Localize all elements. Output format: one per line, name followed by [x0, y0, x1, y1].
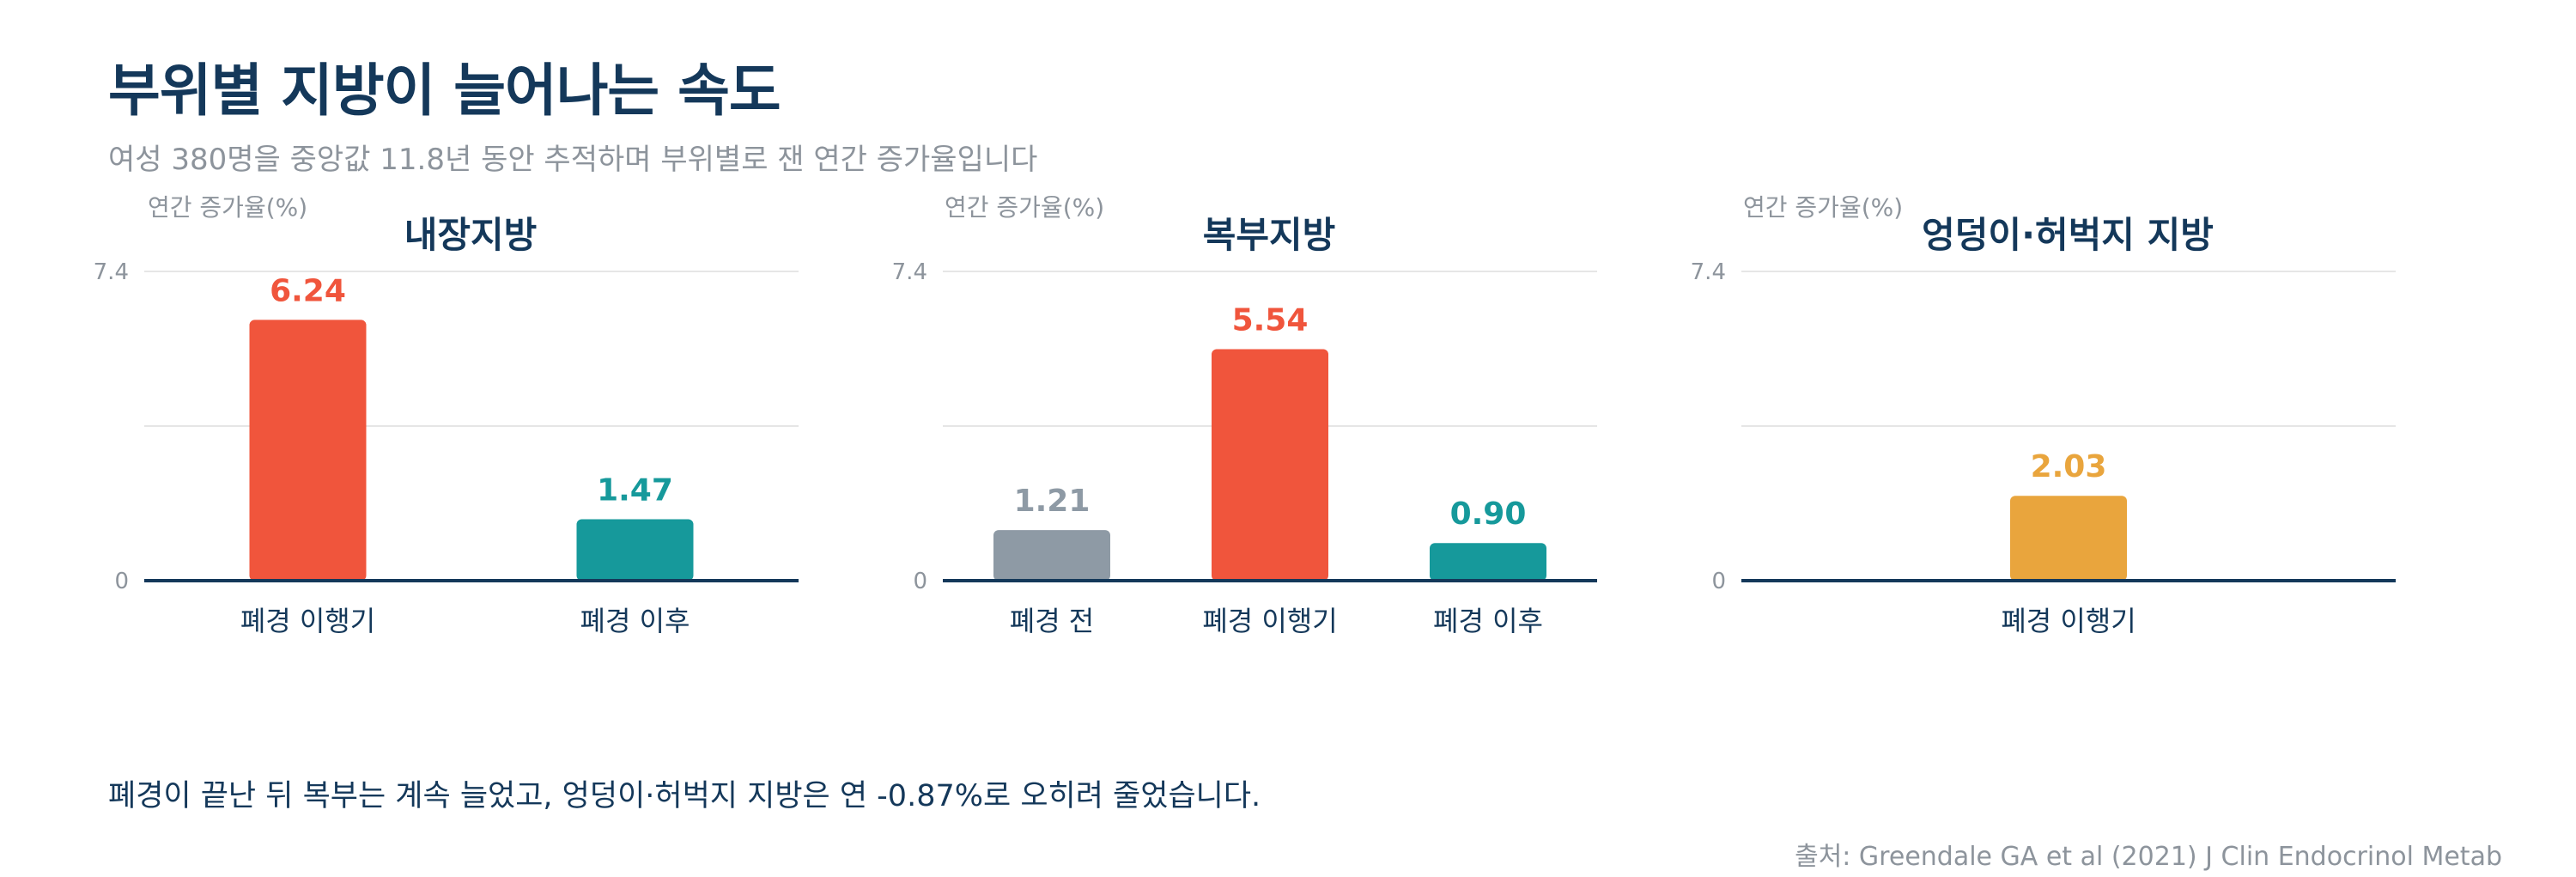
bar-value-label: 2.03 — [2031, 449, 2107, 484]
bar — [2010, 496, 2127, 581]
y-tick-label: 0 — [913, 569, 927, 594]
bar-chart-hip-thigh-fat: 0 7.4 2.03 폐경 이행기 — [1691, 259, 2396, 637]
y-axis-label: 연간 증가율(%) — [148, 193, 308, 222]
y-tick-label: 7.4 — [892, 259, 927, 285]
x-tick-label: 폐경 이후 — [580, 605, 690, 637]
bar-value-label: 5.54 — [1232, 302, 1309, 338]
y-tick-label: 0 — [1711, 569, 1726, 594]
x-tick-label: 폐경 전 — [1010, 605, 1095, 637]
bar-value-label: 1.47 — [597, 472, 673, 508]
y-tick-label: 7.4 — [94, 259, 129, 285]
bar-value-label: 6.24 — [270, 273, 346, 308]
x-tick-label: 폐경 이후 — [1433, 605, 1543, 637]
bar — [1212, 349, 1328, 581]
source-citation: 출처: Greendale GA et al (2021) J Clin End… — [1795, 842, 2502, 872]
page-title: 부위별 지방이 늘어나는 속도 — [108, 58, 781, 124]
page-subtitle: 여성 380명을 중앙값 11.8년 동안 추적하며 부위별로 잰 연간 증가율… — [108, 143, 1038, 177]
chart-panel-hip-thigh-fat: 연간 증가율(%) 엉덩이·허벅지 지방 0 7.4 2.03 폐경 이행기 — [1683, 180, 2421, 661]
bar — [993, 530, 1110, 581]
bar-chart-visceral-fat: 0 7.4 6.24 폐경 이행기 1.47 폐경 이후 — [94, 259, 799, 637]
x-tick-label: 폐경 이행기 — [240, 605, 375, 637]
bar — [576, 519, 694, 581]
y-tick-label: 7.4 — [1691, 259, 1726, 285]
x-tick-label: 폐경 이행기 — [1202, 605, 1337, 637]
y-tick-label: 0 — [114, 569, 129, 594]
chart-panel-visceral-fat: 연간 증가율(%) 내장지방 0 7.4 6.24 폐경 이행기 1.47 폐경 이후 — [86, 180, 824, 661]
x-tick-label: 폐경 이행기 — [2001, 605, 2136, 637]
y-axis-label: 연간 증가율(%) — [945, 193, 1105, 222]
chart-panel-abdominal-fat: 연간 증가율(%) 복부지방 0 7.4 1.21 폐경 전 5.54 폐경 이행기 0.9… — [884, 180, 1623, 661]
panel-title: 내장지방 — [404, 214, 538, 256]
panel-title: 엉덩이·허벅지 지방 — [1922, 214, 2214, 256]
panel-title: 복부지방 — [1202, 214, 1336, 256]
footnote: 폐경이 끝난 뒤 복부는 계속 늘었고, 엉덩이·허벅지 지방은 연 -0.87… — [108, 779, 1261, 813]
bar-value-label: 1.21 — [1014, 484, 1091, 519]
bar-chart-abdominal-fat: 0 7.4 1.21 폐경 전 5.54 폐경 이행기 0.90 폐경 이후 — [892, 259, 1597, 637]
bar — [249, 320, 367, 581]
bar — [1430, 543, 1546, 581]
bar-value-label: 0.90 — [1450, 496, 1527, 532]
y-axis-label: 연간 증가율(%) — [1743, 193, 1904, 222]
